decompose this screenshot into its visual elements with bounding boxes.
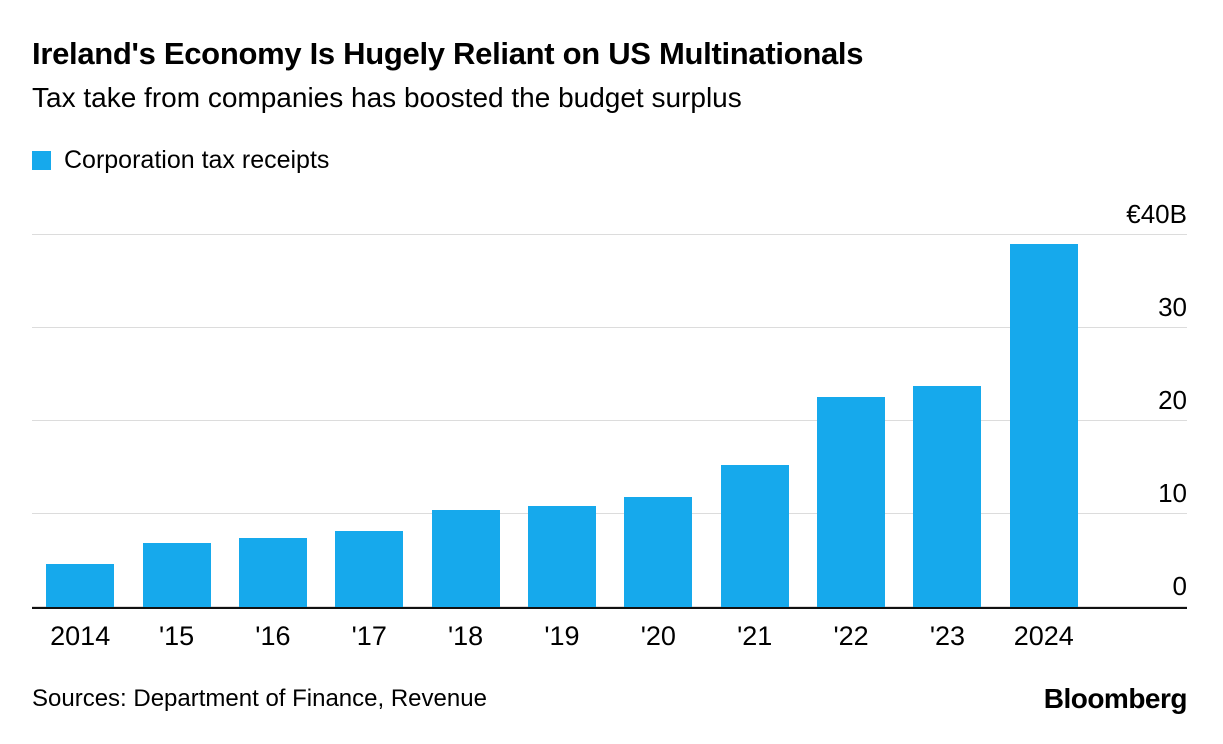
x-axis-tick-label: '15 xyxy=(158,620,195,651)
bar-slot: '16 xyxy=(225,217,321,651)
bar-19 xyxy=(527,505,596,607)
bar-slot: '20 xyxy=(610,217,706,651)
bar-20 xyxy=(624,497,693,607)
x-axis-tick-label: '18 xyxy=(448,620,484,651)
chart-subtitle: Tax take from companies has boosted the … xyxy=(32,81,742,113)
bar-slot: '22 xyxy=(803,217,899,651)
legend: Corporation tax receipts xyxy=(32,146,1187,175)
x-axis-tick-label: '21 xyxy=(737,620,773,651)
gridline xyxy=(32,512,1187,514)
y-axis-tick-label: 20 xyxy=(1158,385,1187,416)
bar-17 xyxy=(335,530,404,607)
x-axis-tick-label: '17 xyxy=(351,620,387,651)
bar-slot: '18 xyxy=(417,217,513,651)
bar-slot: '17 xyxy=(321,217,417,651)
gridline xyxy=(32,420,1187,422)
bar-15 xyxy=(142,542,211,607)
y-axis-tick-label: 10 xyxy=(1158,477,1187,508)
y-axis-tick-label: 0 xyxy=(1172,570,1187,601)
gridline xyxy=(32,327,1187,329)
x-axis-tick-label: 2014 xyxy=(50,620,111,651)
x-axis-tick-label: '20 xyxy=(640,620,676,651)
bar-slot: 2024 xyxy=(996,217,1092,651)
x-axis-tick-label: '22 xyxy=(833,620,869,651)
bar-21 xyxy=(720,464,789,607)
bar-slot: '15 xyxy=(128,217,224,651)
y-axis-tick-label: 30 xyxy=(1158,292,1187,323)
y-axis-tick-label: €40B xyxy=(1126,199,1187,230)
chart-footer: Sources: Department of Finance, Revenue … xyxy=(32,682,1188,715)
legend-label: Corporation tax receipts xyxy=(64,145,330,174)
gridline xyxy=(32,234,1187,236)
x-axis-tick-label: 2024 xyxy=(1013,620,1074,651)
x-axis-tick-label: '23 xyxy=(929,620,965,651)
plot-area: 2014 '15 '16 '17 '18 '19 '20 '21 '22 '23 2024 0 10 2… xyxy=(32,201,1187,651)
x-axis-tick-label: '19 xyxy=(544,620,580,651)
sources-note: Sources: Department of Finance, Revenue xyxy=(32,684,487,712)
bar-16 xyxy=(238,538,307,607)
bar-slot: '21 xyxy=(707,217,803,651)
bar-23 xyxy=(913,385,982,607)
bar-22 xyxy=(817,396,886,607)
bar-slot: '23 xyxy=(899,217,995,651)
bar-18 xyxy=(431,510,500,607)
bar-2014 xyxy=(46,564,115,607)
bar-2024 xyxy=(1009,243,1078,607)
legend-swatch-icon xyxy=(32,150,51,170)
bars: 2014 '15 '16 '17 '18 '19 '20 '21 '22 '23 2024 xyxy=(32,217,1092,651)
bar-slot: '19 xyxy=(514,217,610,651)
bar-slot: 2014 xyxy=(32,217,128,651)
bar-chart: 2014 '15 '16 '17 '18 '19 '20 '21 '22 '23 2024 0 10 2… xyxy=(32,201,1187,651)
x-axis-tick-label: '16 xyxy=(255,620,291,651)
gridline xyxy=(32,605,1187,607)
bloomberg-logo: Bloomberg xyxy=(1043,682,1188,714)
chart-title: Ireland's Economy Is Hugely Reliant on U… xyxy=(32,36,864,71)
